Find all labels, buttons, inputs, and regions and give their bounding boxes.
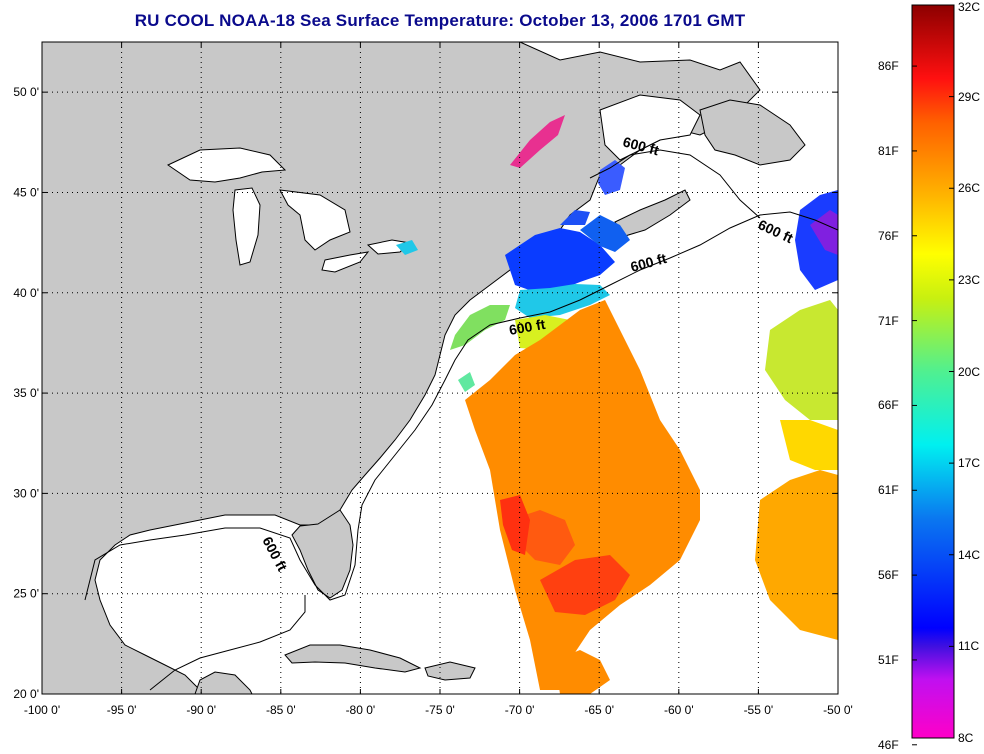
lake-michigan: [232, 187, 261, 266]
lon-tick-label: -85 0': [266, 703, 296, 717]
sst-st-lawrence: [510, 115, 565, 168]
land-cuba: [284, 644, 422, 673]
lat-tick-label: 45 0': [13, 185, 39, 199]
colorbar-label-celsius: 23C: [958, 272, 981, 287]
lat-tick-label: 25 0': [13, 587, 39, 601]
colorbar-label-celsius: 14C: [958, 547, 981, 562]
lon-tick-label: -65 0': [584, 703, 614, 717]
land-nova-scotia: [614, 189, 691, 237]
colorbar-label-celsius: 32C: [958, 0, 981, 14]
colorbar: [911, 4, 955, 739]
lon-tick-label: -50 0': [823, 703, 853, 717]
contour-label: 600 ft: [508, 316, 547, 338]
sst-gulf-st-lawrence: [598, 160, 625, 195]
sst-lake-ontario: [396, 240, 418, 255]
isobath-600ft-gulf: [149, 595, 306, 691]
colorbar-label-celsius: 11C: [958, 639, 980, 654]
lat-tick-label: 35 0': [13, 386, 39, 400]
sst-east-mid: [765, 300, 838, 420]
lat-tick-label: 40 0': [13, 286, 39, 300]
sst-east-warm: [755, 470, 838, 640]
sst-sargasso-warm-2: [540, 555, 630, 615]
land-florida: [291, 509, 354, 599]
sst-data: [396, 115, 838, 694]
colorbar-label-celsius: 20C: [958, 364, 981, 379]
colorbar-label-fahrenheit: 71F: [878, 313, 899, 328]
lon-tick-label: -75 0': [425, 703, 455, 717]
colorbar-label-fahrenheit: 46F: [878, 737, 899, 752]
lake-superior: [166, 147, 287, 183]
land-newfoundland: [699, 99, 806, 166]
sst-scotian-shelf: [580, 215, 630, 252]
lon-tick-label: -95 0': [107, 703, 137, 717]
gulf-st-lawrence: [599, 94, 701, 161]
sst-hatteras-cool: [458, 372, 475, 392]
colorbar-label-fahrenheit: 51F: [878, 652, 899, 667]
map-gridlines: [42, 42, 838, 694]
lon-tick-label: -90 0': [186, 703, 216, 717]
lat-tick-label: 20 0': [13, 687, 39, 701]
colorbar-label-fahrenheit: 61F: [878, 483, 899, 498]
colorbar-label-celsius: 17C: [958, 456, 981, 471]
land-yucatan: [194, 671, 253, 694]
colorbar-label-fahrenheit: 86F: [878, 59, 899, 74]
map-title: RU COOL NOAA-18 Sea Surface Temperature:…: [134, 11, 746, 30]
lon-tick-label: -80 0': [346, 703, 376, 717]
sst-east-yellow: [780, 420, 838, 470]
sst-gulf-of-maine: [505, 228, 615, 292]
lon-tick-label: -100 0': [24, 703, 60, 717]
sst-sargasso-hot: [500, 495, 530, 555]
lat-tick-label: 30 0': [13, 486, 39, 500]
lon-tick-label: -70 0': [505, 703, 535, 717]
lon-tick-label: -60 0': [664, 703, 694, 717]
sst-mid-atlantic-bight: [450, 305, 510, 350]
sst-nova-scotia-north: [560, 210, 590, 225]
sst-gulf-stream-main: [465, 300, 700, 690]
lake-huron: [279, 189, 351, 251]
land-hispaniola: [424, 661, 476, 681]
sst-georges-bank: [515, 284, 610, 318]
colorbar-label-celsius: 29C: [958, 89, 981, 104]
sst-caribbean: [555, 650, 610, 694]
colorbar-label-fahrenheit: 76F: [878, 228, 899, 243]
isobath-600ft: [84, 211, 838, 601]
lon-tick-label: -55 0': [744, 703, 774, 717]
colorbar-label-celsius: 8C: [958, 731, 974, 745]
colorbar-label-celsius: 26C: [958, 181, 981, 196]
colorbar-label-fahrenheit: 56F: [878, 568, 899, 583]
colorbar-label-fahrenheit: 81F: [878, 143, 899, 158]
isobath-600ft-north: [589, 149, 761, 219]
lat-tick-label: 50 0': [13, 85, 39, 99]
colorbar-label-fahrenheit: 66F: [878, 398, 899, 413]
